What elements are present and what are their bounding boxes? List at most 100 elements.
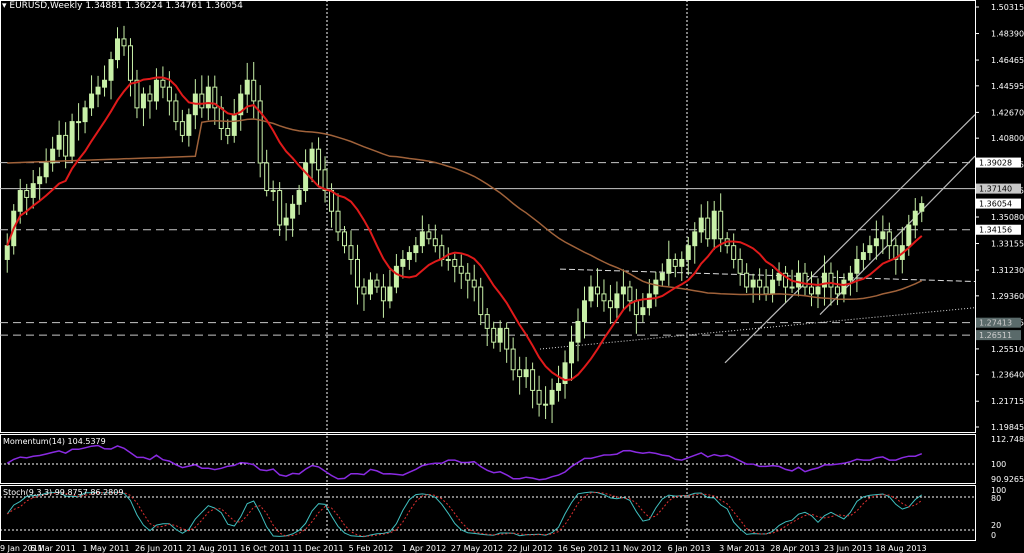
candle-body xyxy=(458,265,464,274)
candle-body xyxy=(873,238,879,247)
price-label-box xyxy=(976,198,1021,209)
candle-body xyxy=(445,258,451,261)
support-dashed xyxy=(559,268,976,283)
candle-body xyxy=(698,217,704,233)
candle-body xyxy=(4,245,10,260)
momentum-panel-frame xyxy=(0,434,976,484)
candle-body xyxy=(322,169,328,192)
candle-body xyxy=(432,238,438,247)
channel-lower xyxy=(724,114,976,364)
candle-body xyxy=(140,93,146,109)
price-tick-label: 1.21715 xyxy=(991,397,1024,406)
price-label-box xyxy=(976,330,1021,341)
candle-body xyxy=(406,252,412,260)
candle-body xyxy=(860,252,866,260)
candle-body xyxy=(380,286,386,302)
momentum-line xyxy=(6,444,923,481)
time-tick-label: 6 Jan 2013 xyxy=(668,544,711,553)
candle-body xyxy=(886,231,892,247)
time-tick-label: 11 Nov 2012 xyxy=(610,544,661,553)
candle-body xyxy=(76,121,82,124)
price-tick-label: 1.33155 xyxy=(991,240,1024,249)
price-tick-label: 1.23640 xyxy=(991,371,1024,380)
candle-body xyxy=(789,286,795,289)
candle-body xyxy=(426,231,432,240)
price-tick-label: 1.25510 xyxy=(991,345,1024,354)
candle-body xyxy=(387,286,393,302)
price-tick-label: 1.40800 xyxy=(991,134,1024,143)
candle-body xyxy=(640,307,646,316)
candle-body xyxy=(290,203,296,219)
momentum-label: Momentum(14) 104.5379 xyxy=(3,437,106,446)
candle-body xyxy=(808,286,814,295)
candle-body xyxy=(393,265,399,288)
candle-body xyxy=(153,79,159,102)
time-tick-label: 16 Oct 2011 xyxy=(240,544,289,553)
time-tick-label: 3 Mar 2013 xyxy=(719,544,765,553)
candle-body xyxy=(127,45,133,81)
candle-body xyxy=(536,389,542,405)
time-tick-label: 27 May 2012 xyxy=(451,544,503,553)
candle-body xyxy=(231,114,237,136)
price-tick-label: 1.35080 xyxy=(991,213,1024,222)
candle-body xyxy=(296,190,302,205)
candle-body xyxy=(731,245,737,260)
time-tick-label: 28 Apr 2013 xyxy=(770,544,819,553)
time-tick-label: 26 Jun 2011 xyxy=(135,544,183,553)
candle-body xyxy=(225,128,231,136)
candle-body xyxy=(556,383,562,391)
candle-body xyxy=(24,190,30,198)
candle-body xyxy=(354,258,360,288)
price-label-text: 1.27413 xyxy=(979,319,1012,328)
candle-body xyxy=(309,148,315,164)
candle-body xyxy=(620,286,626,295)
candle-body xyxy=(601,293,607,302)
candle-body xyxy=(218,107,224,130)
candle-body xyxy=(821,272,827,288)
candle-body xyxy=(452,258,458,267)
candle-body xyxy=(69,121,75,157)
candle-body xyxy=(166,86,172,102)
candle-body xyxy=(718,210,724,240)
price-tick-label: 1.29360 xyxy=(991,292,1024,301)
candle-body xyxy=(361,286,367,295)
candle-body xyxy=(37,176,43,185)
stoch-tick-0: 0 xyxy=(991,531,996,540)
candle-body xyxy=(342,231,348,247)
time-tick-label: 22 Jul 2012 xyxy=(507,544,552,553)
candle-body xyxy=(893,245,899,260)
candle-body xyxy=(912,210,918,226)
candle-body xyxy=(186,114,192,136)
candle-body xyxy=(56,134,62,150)
chart-header: ▾ EURUSD,Weekly 1.34881 1.36224 1.34761 … xyxy=(2,1,243,11)
support-dotted xyxy=(539,307,976,350)
chart-menu-icon[interactable]: ▾ xyxy=(2,1,7,11)
candle-body xyxy=(367,279,373,295)
candle-body xyxy=(776,272,782,281)
price-tick-label: 1.42670 xyxy=(991,108,1024,117)
candle-body xyxy=(108,59,114,81)
candle-body xyxy=(179,121,185,136)
candle-body xyxy=(89,93,95,109)
candle-body xyxy=(659,272,665,281)
candle-body xyxy=(484,314,490,329)
candle-body xyxy=(906,224,912,247)
candle-body xyxy=(523,369,529,378)
stoch-main-line xyxy=(6,491,923,538)
candle-body xyxy=(815,286,821,295)
candle-body xyxy=(95,86,101,95)
candle-body xyxy=(685,245,691,260)
candle-body xyxy=(796,272,802,288)
price-label-box xyxy=(976,317,1021,328)
time-tick-label: 16 Sep 2012 xyxy=(558,544,609,553)
candle-body xyxy=(530,369,536,391)
candle-body xyxy=(212,86,218,109)
candle-body xyxy=(744,272,750,288)
candle-body xyxy=(244,79,250,95)
candle-body xyxy=(17,190,23,212)
candle-body xyxy=(750,279,756,288)
candle-body xyxy=(627,286,633,302)
time-tick-label: 21 Aug 2011 xyxy=(186,544,237,553)
